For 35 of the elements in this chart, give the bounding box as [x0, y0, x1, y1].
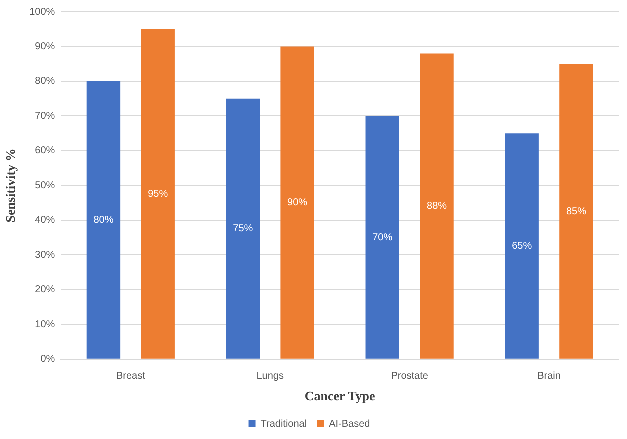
data-label: 88%: [427, 201, 448, 212]
y-tick-label: 70%: [35, 110, 56, 122]
bar: [226, 98, 260, 359]
x-tick-label: Lungs: [256, 371, 284, 382]
y-tick-label: 10%: [35, 319, 56, 330]
y-tick-label: 80%: [35, 76, 56, 88]
y-tick-label: 50%: [35, 180, 56, 192]
y-axis-title: Sensitivity %: [3, 148, 18, 223]
legend-label: AI-Based: [329, 418, 370, 430]
x-axis-title: Cancer Type: [304, 388, 376, 404]
y-tick-label: 40%: [35, 215, 56, 226]
bar: [366, 116, 400, 359]
bar: [505, 134, 539, 359]
data-label: 80%: [94, 214, 114, 226]
y-tick-label: 100%: [30, 6, 56, 18]
x-tick-label: Brain: [538, 371, 561, 382]
data-label: 70%: [372, 232, 393, 244]
x-tick-label: Breast: [116, 371, 146, 382]
bar: [560, 64, 594, 359]
bar: [141, 29, 175, 359]
y-tick-label: 90%: [35, 41, 56, 52]
data-label: 95%: [148, 188, 168, 200]
bar: [280, 46, 314, 359]
x-tick-label: Prostate: [391, 371, 429, 382]
bar: [420, 54, 454, 359]
data-label: 85%: [566, 206, 587, 218]
y-tick-label: 20%: [35, 284, 56, 296]
legend-label: Traditional: [260, 418, 308, 430]
data-label: 65%: [512, 240, 532, 252]
y-tick-label: 30%: [35, 250, 56, 261]
data-label: 75%: [233, 224, 254, 235]
data-label: 90%: [288, 198, 308, 209]
y-tick-label: 60%: [35, 146, 56, 157]
y-tick-label: 0%: [40, 354, 56, 366]
bar: [86, 81, 121, 359]
